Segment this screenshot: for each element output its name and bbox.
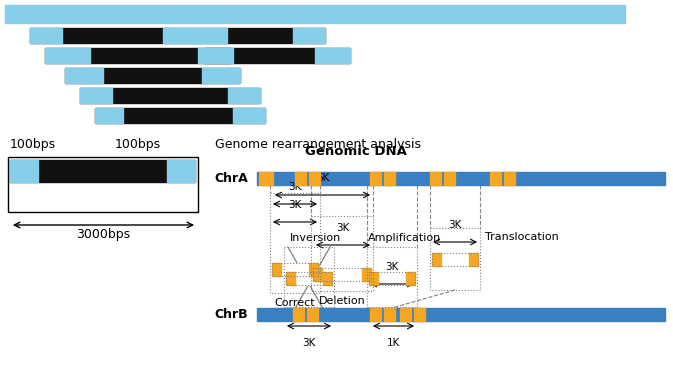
Bar [444, 172, 455, 185]
Text: 100bps: 100bps [115, 138, 161, 151]
Bar [400, 308, 411, 321]
Bar [369, 272, 378, 285]
Bar [272, 263, 318, 276]
Bar [430, 228, 480, 290]
Bar [65, 68, 240, 83]
Text: 3K: 3K [288, 182, 302, 192]
Bar [384, 308, 395, 321]
Bar [369, 272, 415, 285]
Bar [272, 263, 281, 276]
Bar [30, 28, 62, 43]
Bar [167, 160, 195, 182]
Text: 3K: 3K [302, 338, 316, 348]
Bar [80, 88, 112, 103]
Bar [45, 48, 230, 63]
Bar [45, 48, 90, 63]
Bar [286, 272, 332, 285]
Bar [293, 28, 325, 43]
Bar [384, 172, 395, 185]
Bar [233, 108, 265, 123]
Text: Deletion: Deletion [318, 296, 365, 306]
Bar [369, 272, 415, 285]
Bar [65, 68, 103, 83]
Bar [286, 272, 332, 285]
Text: ChrA: ChrA [214, 172, 248, 184]
Bar [309, 172, 320, 185]
Bar [432, 253, 478, 266]
Bar [430, 172, 441, 185]
Bar [406, 272, 415, 285]
Bar [370, 172, 381, 185]
Bar [30, 28, 195, 43]
Bar [307, 308, 318, 321]
Bar [311, 216, 373, 291]
Bar [323, 272, 332, 285]
Text: Genome rearrangement analysis: Genome rearrangement analysis [215, 138, 421, 151]
Bar [315, 48, 350, 63]
Bar [195, 28, 227, 43]
Bar [414, 308, 425, 321]
Bar [198, 48, 230, 63]
Bar [370, 308, 381, 321]
Bar [10, 160, 38, 182]
Bar [202, 68, 240, 83]
Bar [257, 172, 665, 185]
Bar [5, 5, 625, 23]
Text: 3K: 3K [386, 262, 398, 272]
Bar [80, 88, 260, 103]
Bar [313, 268, 371, 281]
Text: ChrB: ChrB [215, 309, 248, 321]
Bar [295, 172, 306, 185]
Bar [270, 193, 320, 293]
Bar [10, 160, 195, 182]
Bar [490, 172, 501, 185]
Bar [432, 253, 441, 266]
Text: Inversion: Inversion [290, 233, 341, 243]
Bar [284, 247, 334, 307]
Bar [367, 247, 417, 307]
Text: 3K: 3K [448, 220, 462, 230]
Bar [362, 268, 371, 281]
Bar [313, 268, 322, 281]
Text: 100bps: 100bps [10, 138, 56, 151]
Bar [286, 272, 295, 285]
Bar [309, 263, 318, 276]
Text: Genomic DNA: Genomic DNA [305, 145, 407, 158]
Text: 3000bps: 3000bps [77, 228, 131, 241]
Text: 3K: 3K [336, 223, 350, 233]
Text: 1K: 1K [387, 338, 400, 348]
Bar [228, 88, 260, 103]
Bar [293, 308, 304, 321]
Bar [432, 253, 478, 266]
Bar [95, 108, 123, 123]
Bar [205, 48, 350, 63]
Bar [205, 48, 233, 63]
Bar [272, 263, 318, 276]
Text: 6K: 6K [316, 173, 329, 183]
Text: 3K: 3K [288, 200, 302, 210]
Bar [504, 172, 515, 185]
Bar [257, 308, 665, 321]
Bar [8, 157, 198, 212]
Bar [195, 28, 325, 43]
Text: Translocation: Translocation [485, 232, 559, 242]
Bar [259, 172, 273, 185]
Bar [163, 28, 195, 43]
Bar [469, 253, 478, 266]
Text: Amplification: Amplification [368, 233, 441, 243]
Bar [313, 268, 371, 281]
Bar [95, 108, 265, 123]
Text: Correct: Correct [275, 298, 316, 308]
